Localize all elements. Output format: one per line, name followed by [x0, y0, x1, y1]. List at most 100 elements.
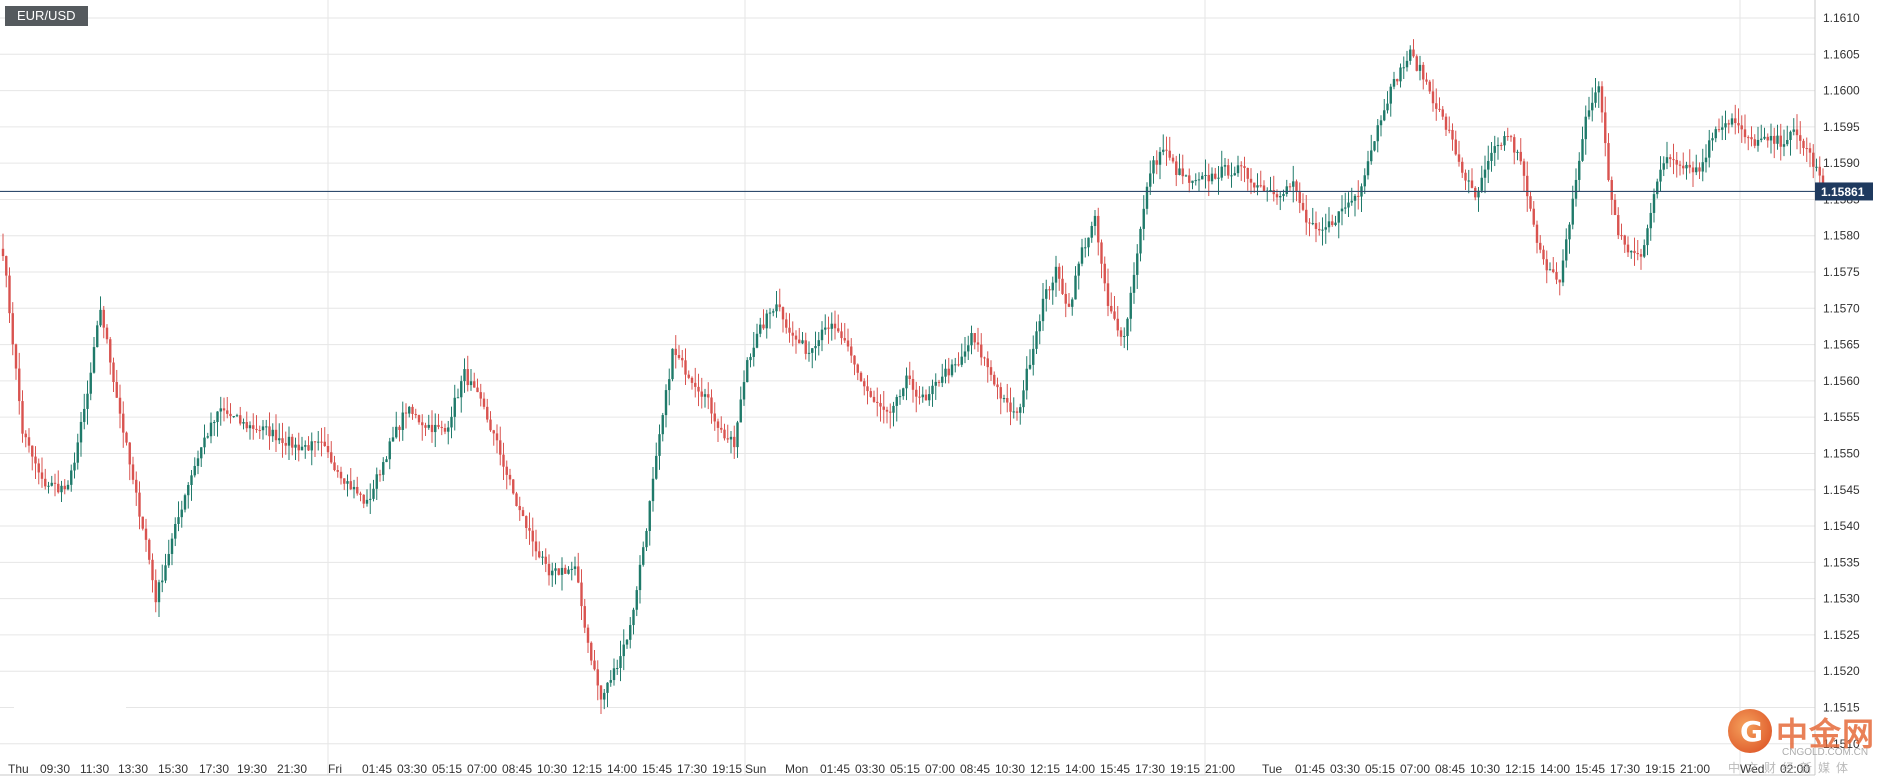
candle-body — [1392, 79, 1396, 87]
candle-body — [807, 352, 811, 354]
candle-body — [723, 429, 726, 439]
candle-body — [297, 444, 300, 451]
candle-body — [1171, 157, 1175, 162]
candle-body — [716, 421, 720, 428]
candle-body — [1474, 187, 1477, 198]
candle-body — [1740, 125, 1743, 130]
candle-body — [1093, 215, 1097, 226]
candle-body — [1656, 181, 1659, 195]
candle-body — [629, 625, 632, 640]
candle-body — [489, 419, 492, 431]
candle-body — [872, 396, 876, 402]
candle-body — [1467, 180, 1470, 182]
candle-body — [1035, 331, 1038, 349]
candle-body — [1633, 250, 1636, 254]
candle-body — [1308, 222, 1311, 224]
candle-body — [1766, 136, 1769, 141]
candle-body — [339, 471, 343, 479]
candle-body — [697, 386, 700, 392]
candle-body — [1597, 86, 1600, 93]
candle-body — [1207, 174, 1210, 182]
candle-body — [541, 556, 544, 558]
candle-body — [1396, 79, 1399, 82]
candle-body — [1717, 129, 1721, 131]
x-tick-label: 02:00 — [1780, 762, 1810, 776]
candle-body — [1370, 150, 1373, 162]
candle-body — [398, 426, 401, 430]
candle-body — [1100, 242, 1103, 264]
candle-body — [1184, 175, 1188, 177]
candle-body — [1643, 245, 1646, 257]
candle-body — [161, 580, 164, 583]
candle-body — [687, 374, 690, 378]
candle-body — [915, 389, 918, 397]
x-tick-label: Mon — [785, 762, 808, 776]
x-tick-label: 01:45 — [820, 762, 850, 776]
candle-body — [112, 362, 115, 383]
candle-body — [1737, 123, 1740, 126]
candle-body — [164, 565, 167, 581]
candle-body — [1802, 140, 1805, 149]
candle-body — [479, 392, 482, 399]
candle-body — [729, 436, 733, 440]
x-tick-label: 01:45 — [362, 762, 392, 776]
candle-body — [1324, 227, 1327, 230]
candle-body — [970, 333, 973, 346]
candle-body — [1584, 116, 1587, 140]
candle-body — [1386, 103, 1389, 111]
candle-body — [1613, 199, 1617, 216]
candle-body — [944, 368, 947, 377]
candle-body — [255, 428, 258, 431]
candle-body — [544, 556, 547, 564]
symbol-badge[interactable]: EUR/USD — [5, 6, 88, 26]
candle-body — [1470, 180, 1474, 188]
candle-body — [1363, 175, 1366, 187]
candle-body — [749, 356, 752, 361]
candle-body — [794, 335, 798, 340]
candle-body — [1188, 175, 1191, 183]
candle-body — [820, 329, 824, 341]
candle-body — [1110, 305, 1113, 312]
candle-body — [1792, 129, 1795, 132]
candle-body — [1327, 221, 1331, 228]
candle-body — [125, 432, 128, 443]
candle-body — [1220, 166, 1223, 178]
candle-body — [1051, 282, 1054, 291]
x-tick-label: 12:15 — [1030, 762, 1060, 776]
x-tick-label: 19:15 — [712, 762, 742, 776]
candle-body — [1, 248, 5, 257]
candle-body — [1175, 161, 1178, 176]
candle-body — [469, 381, 473, 386]
candle-body — [1451, 129, 1454, 140]
candle-body — [609, 680, 612, 683]
candle-body — [1496, 144, 1500, 147]
candle-body — [902, 388, 905, 397]
candle-body — [924, 394, 928, 401]
candle-body — [1074, 275, 1077, 300]
candle-body — [645, 530, 648, 548]
candle-body — [203, 437, 206, 448]
candle-body — [476, 387, 479, 393]
candle-body — [603, 692, 606, 700]
candle-body — [1230, 175, 1233, 177]
candle-body — [1480, 177, 1483, 191]
candle-body — [837, 328, 840, 332]
candle-body — [739, 399, 742, 423]
candle-body — [1727, 123, 1730, 125]
candle-body — [593, 660, 596, 670]
candle-body — [651, 478, 655, 502]
candle-body — [1295, 181, 1298, 192]
candle-body — [382, 462, 385, 475]
candle-body — [1623, 235, 1626, 245]
candle-body — [1149, 173, 1152, 187]
candle-body — [378, 474, 382, 476]
x-tick-label: 11:30 — [80, 762, 109, 776]
candle-body — [993, 374, 996, 385]
candle-body — [557, 568, 560, 575]
candle-body — [1383, 110, 1386, 121]
x-tick-label: 08:45 — [502, 762, 532, 776]
candle-body — [1795, 129, 1799, 136]
candle-body — [1818, 166, 1821, 176]
candle-body — [421, 422, 424, 426]
candle-body — [1672, 159, 1675, 161]
